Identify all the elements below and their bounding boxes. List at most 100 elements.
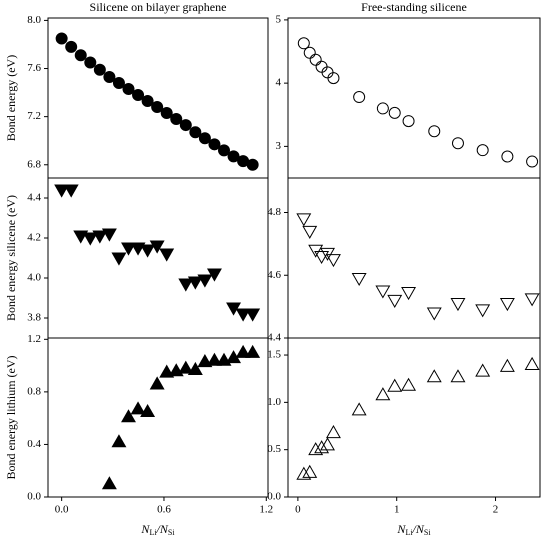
subscript: Si	[424, 528, 431, 537]
marker	[526, 155, 539, 168]
y-tick-label: 6.8	[27, 158, 41, 170]
marker	[55, 32, 68, 45]
marker	[218, 144, 230, 157]
y-tick-label: 0.0	[267, 491, 281, 503]
marker	[140, 244, 156, 258]
y-tick-label: 8.0	[27, 14, 41, 26]
marker	[524, 356, 540, 370]
marker	[93, 63, 106, 76]
y-tick-label: 4	[276, 77, 282, 89]
y-tick-label: 0.5	[267, 443, 281, 455]
marker	[159, 248, 175, 262]
y-tick-label: 1.5	[267, 349, 281, 361]
plot-frame	[47, 337, 269, 498]
y-tick-label: 4.6	[267, 269, 281, 281]
marker	[103, 70, 116, 83]
marker	[227, 150, 240, 163]
subscript: Li	[405, 528, 413, 537]
marker	[475, 363, 491, 377]
y-tick-label: 0.0	[27, 491, 41, 503]
marker	[197, 274, 213, 288]
marker	[315, 60, 328, 73]
marker	[189, 126, 202, 139]
marker	[402, 115, 415, 128]
x-axis-label: NLi/NSi	[396, 522, 431, 537]
panel-title: Silicene on bilayer graphene	[90, 0, 227, 14]
x-axis-label: NLi/NSi	[140, 522, 175, 537]
marker	[351, 402, 367, 416]
label-part: /N	[412, 522, 425, 536]
y-tick-label: 1.2	[27, 333, 41, 345]
marker	[206, 352, 222, 366]
marker	[428, 125, 441, 138]
marker	[387, 294, 403, 308]
marker	[235, 344, 251, 358]
y-tick-label: 5	[276, 13, 282, 25]
marker	[426, 369, 442, 383]
marker	[388, 106, 401, 119]
marker	[112, 76, 125, 89]
marker	[63, 184, 79, 198]
marker	[92, 230, 108, 244]
y-tick-label: 3	[276, 140, 282, 152]
marker	[314, 440, 330, 454]
marker	[325, 425, 341, 439]
y-tick-label: 1.0	[267, 396, 281, 408]
y-tick-label: 4.4	[27, 192, 41, 204]
marker	[140, 403, 156, 418]
subscript: Si	[168, 528, 175, 537]
marker	[246, 158, 259, 171]
plot-frame	[287, 337, 541, 498]
x-tick-label: 0.0	[55, 504, 69, 516]
y-tick-label: 4.4	[267, 332, 281, 344]
marker	[296, 466, 312, 480]
marker	[198, 132, 211, 145]
marker	[296, 213, 312, 227]
marker	[121, 242, 136, 256]
marker	[297, 37, 310, 50]
y-tick-label: 0.4	[27, 438, 41, 450]
marker	[426, 307, 442, 321]
y-tick-label: 7.6	[27, 62, 41, 74]
plot-frame	[47, 177, 269, 339]
y-axis-label: Bond energy (eV)	[4, 55, 18, 141]
marker	[302, 464, 318, 478]
marker	[235, 308, 251, 322]
panel-title: Free-standing silicene	[361, 0, 467, 14]
marker	[327, 72, 340, 85]
marker	[151, 101, 164, 114]
marker	[451, 137, 464, 150]
plot-frame	[287, 177, 541, 339]
x-tick-label: 0.6	[157, 504, 171, 516]
marker	[321, 66, 334, 79]
y-axis-label: Bond energy silicene (eV)	[4, 195, 18, 321]
marker	[82, 232, 98, 246]
label-part: N	[396, 522, 406, 536]
marker	[84, 56, 97, 69]
marker	[475, 304, 491, 318]
marker	[208, 138, 221, 151]
marker	[149, 240, 165, 254]
subscript: Li	[149, 528, 157, 537]
marker	[141, 95, 154, 108]
marker	[179, 119, 192, 132]
y-tick-label: 4.2	[27, 232, 41, 244]
marker	[111, 434, 127, 448]
marker	[178, 278, 194, 292]
marker	[387, 378, 403, 392]
marker	[499, 298, 515, 312]
marker	[132, 88, 145, 101]
marker	[149, 376, 165, 390]
marker	[353, 91, 366, 104]
marker	[450, 298, 466, 312]
y-tick-label: 4.8	[267, 206, 281, 218]
marker	[101, 228, 117, 242]
label-part: N	[140, 522, 150, 536]
marker	[54, 184, 70, 198]
marker	[101, 476, 117, 490]
x-tick-label: 1	[394, 504, 400, 516]
marker	[476, 144, 489, 157]
marker	[499, 358, 515, 372]
marker	[65, 40, 78, 53]
